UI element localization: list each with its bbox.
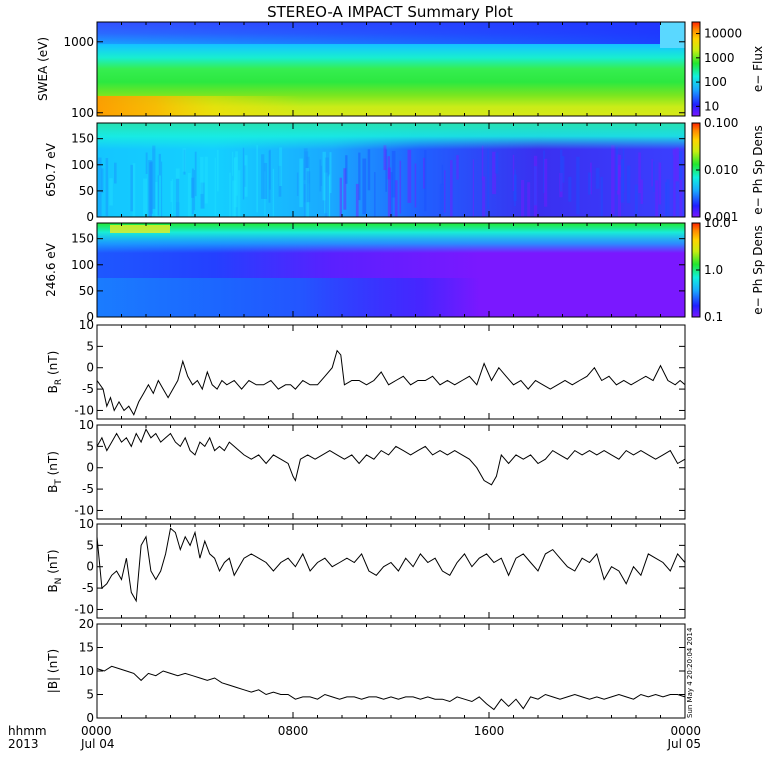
y-tick-label: -5 — [82, 382, 94, 396]
colorbar-label: e− Ph Sp Dens — [751, 225, 765, 314]
colorbar-swea: 10 100 1000 10000 e− Flux — [691, 21, 765, 117]
run-timestamp: Sun May 4 20:20:04 2014 — [686, 627, 694, 718]
y-axis-label: BR (nT) — [46, 351, 64, 394]
y-tick-label: 0 — [86, 711, 94, 725]
y-tick-label: 0 — [86, 210, 94, 224]
x-tick-label: 0000 — [670, 724, 701, 738]
colorbar-tick-label: 10000 — [704, 27, 742, 41]
colorbar-tick-label: 0.001 — [704, 210, 738, 224]
plot-title: STEREO-A IMPACT Summary Plot — [267, 3, 513, 21]
y-tick-label: 100 — [71, 106, 94, 120]
x-tick-label: 0800 — [278, 724, 309, 738]
x-corner-hhmm: hhmm — [8, 724, 47, 738]
colorbar-pad650: 0.001 0.010 0.100 e− Ph Sp Dens — [691, 116, 765, 224]
y-tick-label: 10 — [79, 517, 94, 531]
line-series — [96, 349, 686, 711]
y-tick-label: 150 — [71, 232, 94, 246]
panel-frame — [96, 623, 686, 719]
pad246-yellow-patch — [110, 225, 170, 233]
panel-bn: -10 -5 0 5 10 BN (nT) — [46, 517, 686, 619]
colorbar-swatch — [691, 21, 701, 117]
x-tick-date-label: Jul 04 — [80, 737, 115, 751]
x-corner-year: 2013 — [8, 737, 39, 751]
y-tick-label: -10 — [74, 503, 94, 517]
y-tick-label: 150 — [71, 132, 94, 146]
y-axis-label: BN (nT) — [46, 549, 64, 592]
colorbar-tick-label: 0.1 — [704, 310, 723, 324]
y-tick-label: 50 — [79, 284, 94, 298]
colorbar-label: e− Ph Sp Dens — [751, 125, 765, 214]
panel-bmag: 0 5 10 15 20 |B| (nT) — [46, 617, 686, 725]
panel-bt: -10 -5 0 5 10 BT (nT) — [46, 418, 686, 520]
y-tick-label: 5 — [86, 439, 94, 453]
swea-panel — [97, 22, 685, 116]
colorbars: 10 100 1000 10000 e− Flux 0.001 0.010 0.100 e− P… — [691, 21, 765, 324]
swea-low-energy-warm — [97, 96, 685, 116]
colorbar-tick-label: 1000 — [704, 51, 735, 65]
panel-swea: 100 1000 SWEA (eV) — [36, 21, 686, 120]
y-tick-label: 10 — [79, 418, 94, 432]
colorbar-tick-label: 0.010 — [704, 163, 738, 177]
panel-br: -10 -5 0 5 10 BR (nT) — [46, 318, 686, 420]
colorbar-pad246: 0.1 1.0 10.0 e− Ph Sp Dens — [691, 216, 765, 324]
pad246-panel — [97, 223, 685, 317]
series-bmag — [96, 665, 686, 711]
y-tick-label: 5 — [86, 538, 94, 552]
y-tick-label: -5 — [82, 581, 94, 595]
y-axis-label: BT (nT) — [46, 451, 64, 493]
y-tick-label: 0 — [86, 361, 94, 375]
colorbar-tick-label: 10.0 — [704, 216, 731, 230]
y-tick-label: 5 — [86, 688, 94, 702]
y-axis-label: 650.7 eV — [44, 142, 58, 197]
x-tick-label: 1600 — [474, 724, 505, 738]
y-tick-label: -10 — [74, 403, 94, 417]
pad650-top-band — [97, 123, 685, 217]
y-tick-label: 100 — [71, 158, 94, 172]
y-tick-label: 15 — [79, 641, 94, 655]
y-tick-label: 100 — [71, 258, 94, 272]
y-tick-label: 20 — [79, 617, 94, 631]
pad650-panel — [97, 123, 685, 217]
y-axis-label: SWEA (eV) — [36, 37, 50, 101]
panel-pad650: 0 50 100 150 650.7 eV — [44, 122, 686, 224]
swea-top-band — [97, 22, 685, 44]
colorbar-tick-label: 100 — [704, 75, 727, 89]
y-tick-label: 0 — [86, 560, 94, 574]
y-tick-label: 10 — [79, 318, 94, 332]
colorbar-label: e− Flux — [751, 46, 765, 92]
series-bt — [96, 428, 686, 486]
pad246-top-band — [97, 223, 685, 317]
colorbar-tick-label: 0.100 — [704, 116, 738, 130]
colorbar-tick-label: 10 — [704, 99, 719, 113]
x-tick-date-label: Jul 05 — [666, 737, 701, 751]
y-tick-label: 5 — [86, 339, 94, 353]
y-tick-label: 0 — [86, 310, 94, 324]
y-tick-label: 0 — [86, 461, 94, 475]
swea-end-gap — [660, 22, 685, 48]
panel-pad246: 0 50 100 150 246.6 eV — [44, 222, 686, 324]
y-tick-label: 50 — [79, 184, 94, 198]
y-tick-label: 10 — [79, 664, 94, 678]
series-br — [96, 349, 686, 416]
y-axis-label: 246.6 eV — [44, 242, 58, 297]
y-tick-label: -10 — [74, 602, 94, 616]
x-tick-label: 0000 — [81, 724, 112, 738]
y-tick-label: -5 — [82, 482, 94, 496]
y-axis-label: |B| (nT) — [46, 649, 60, 693]
y-tick-label: 1000 — [63, 35, 94, 49]
colorbar-tick-label: 1.0 — [704, 263, 723, 277]
series-bn — [96, 527, 686, 603]
